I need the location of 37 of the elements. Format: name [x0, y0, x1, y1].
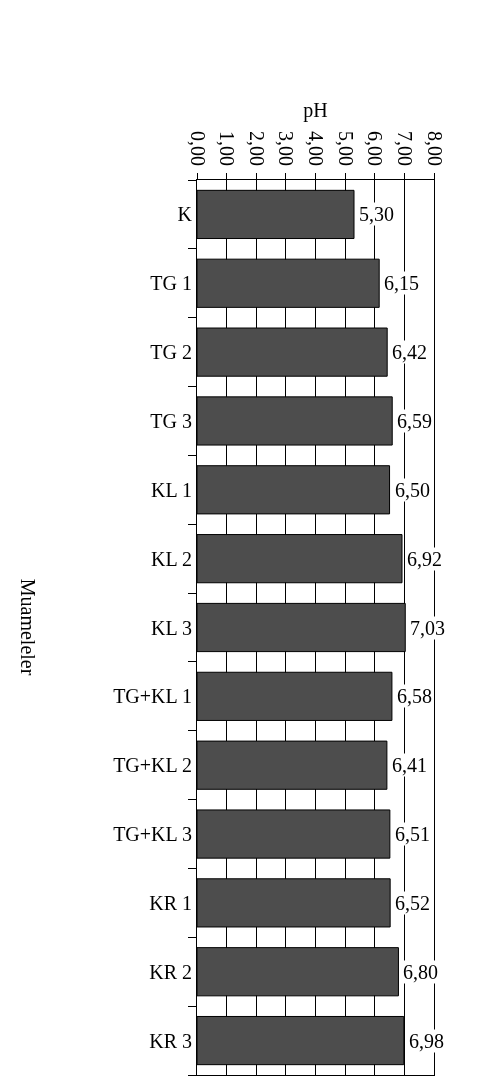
data-label: 6,59 [397, 410, 432, 432]
y-tick-label: KR 1 [149, 891, 192, 914]
y-tick-label: TG 2 [150, 341, 192, 364]
y-tick-label: TG+KL 3 [113, 823, 192, 846]
data-label: 6,15 [384, 272, 419, 294]
y-tick-label: KL 2 [151, 547, 192, 570]
x-tick-label: 1,00 [216, 131, 239, 166]
data-label: 6,42 [392, 341, 427, 363]
x-tick-label: 7,00 [393, 131, 416, 166]
x-tick-label: 8,00 [423, 131, 446, 166]
data-label: 6,92 [407, 548, 442, 570]
x-tick-label: 2,00 [245, 131, 268, 166]
x-tick-label: 3,00 [275, 131, 298, 166]
y-tick-label: KR 3 [149, 1029, 192, 1052]
y-tick-label: TG+KL 1 [113, 685, 192, 708]
data-label: 6,41 [392, 754, 427, 776]
x-tick-label: 4,00 [305, 131, 327, 166]
x-tick-label: 0,00 [186, 131, 209, 166]
x-tick-label: 5,00 [334, 131, 357, 166]
y-tick-label: K [177, 203, 193, 226]
y-tick-label: TG+KL 2 [113, 754, 192, 777]
data-label: 6,50 [395, 479, 430, 501]
data-label: 6,58 [397, 685, 432, 707]
y-tick-label: KR 2 [149, 960, 192, 983]
x-tick-label: 6,00 [364, 131, 387, 166]
data-label: 6,52 [395, 892, 430, 914]
y-tick-label: KL 3 [151, 616, 192, 639]
y-tick-label: TG 1 [150, 272, 192, 295]
data-label: 7,03 [410, 617, 445, 639]
data-label: 6,80 [403, 961, 438, 983]
y-tick-label: KL 1 [151, 478, 192, 501]
data-label: 6,98 [409, 1030, 444, 1052]
y-axis-title: Muameleler [17, 578, 40, 676]
data-label: 6,51 [395, 823, 430, 845]
y-tick-label: TG 3 [150, 409, 192, 432]
x-axis-title: pH [303, 98, 328, 122]
data-label: 5,30 [359, 203, 394, 225]
